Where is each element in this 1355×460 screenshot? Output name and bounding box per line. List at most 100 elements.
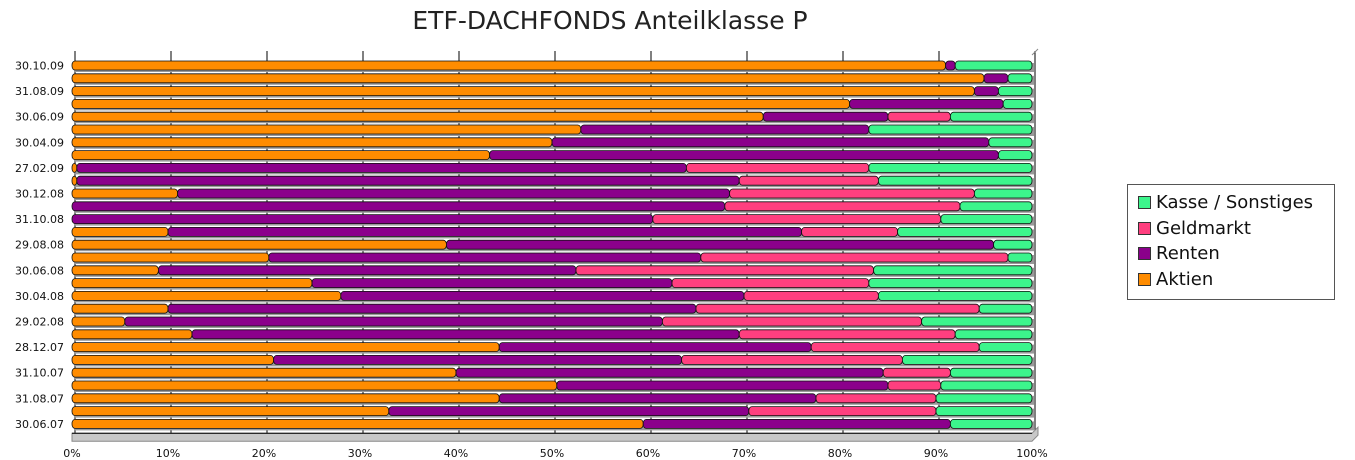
bar-segment	[1007, 252, 1033, 263]
bar-segment	[695, 303, 980, 314]
x-tick-label: 0%	[63, 447, 80, 460]
bar-segment	[498, 342, 812, 353]
bar-segment	[71, 252, 270, 263]
bar-segment	[167, 303, 697, 314]
legend-swatch	[1138, 247, 1151, 261]
y-tick-label: 31.08.09	[15, 85, 64, 98]
bar-segment	[652, 214, 942, 225]
bar-segment	[662, 316, 923, 327]
bar-segment	[177, 188, 731, 199]
bar-segment	[935, 393, 1033, 404]
bar-segment	[950, 111, 1033, 122]
bar-segment	[124, 316, 663, 327]
bar-segment	[959, 201, 1033, 212]
bar-segment	[71, 162, 78, 173]
bar-segment	[580, 124, 870, 135]
bar-segment	[642, 418, 951, 429]
bar-segment	[748, 406, 937, 417]
legend-entry: Geldmarkt	[1138, 216, 1334, 242]
bar-segment	[724, 201, 961, 212]
bar-segment	[954, 329, 1033, 340]
bar-segment	[71, 86, 975, 96]
bar-segment	[671, 278, 870, 289]
bar-segment	[801, 226, 898, 237]
bar-segment	[738, 329, 956, 340]
bar-segment	[762, 111, 889, 122]
bar-segment	[983, 73, 1009, 84]
bar-segment	[868, 162, 1033, 173]
bar-segment	[868, 124, 1033, 135]
x-tick-label: 100%	[1016, 447, 1047, 460]
bar-segment	[940, 380, 1033, 391]
bar-segment	[71, 226, 169, 237]
legend-entry: Renten	[1138, 241, 1334, 267]
bar-segment	[157, 265, 577, 276]
legend-label: Kasse / Sonstiges	[1156, 192, 1314, 214]
x-tick-label: 80%	[828, 447, 852, 460]
bar-segment	[273, 354, 683, 365]
y-tick-label: 30.10.09	[15, 60, 64, 73]
bar-segment	[71, 418, 644, 429]
bar-segment	[71, 329, 193, 340]
bar-segment	[71, 354, 275, 365]
bar-segment	[935, 406, 1033, 417]
chart-title: ETF-DACHFONDS Anteilklasse P	[412, 6, 808, 35]
y-tick-label: 29.02.08	[15, 316, 64, 329]
bar-segment	[974, 188, 1033, 199]
bar-segment	[71, 380, 558, 391]
bar-segment	[71, 99, 850, 109]
y-tick-label: 30.12.08	[15, 188, 64, 201]
legend-label: Renten	[1156, 243, 1220, 265]
legend-entry: Kasse / Sonstiges	[1138, 190, 1334, 216]
bar-segment	[873, 265, 1033, 276]
bar-segment	[71, 278, 313, 289]
bar-segment	[311, 278, 673, 289]
bar-segment	[340, 290, 745, 301]
bar-segment	[71, 150, 491, 161]
bar-segment	[455, 367, 884, 378]
legend: Kasse / Sonstiges Geldmarkt Renten Aktien	[1127, 184, 1335, 300]
bar-segment	[268, 252, 702, 263]
bar-segment	[902, 354, 1033, 365]
bar-segment	[988, 137, 1033, 148]
bar-segment	[887, 380, 942, 391]
legend-swatch	[1138, 221, 1151, 235]
bar-segment	[743, 290, 879, 301]
bar-segment	[878, 175, 1033, 186]
bar-segment	[445, 239, 995, 250]
legend-swatch	[1138, 272, 1151, 286]
bar-segment	[921, 316, 1033, 327]
axes: 0% 10% 20% 30% 40% 50% 60% 70% 80% 90% 100% 30.10.0…	[15, 48, 1048, 460]
bar-segment	[998, 150, 1033, 161]
bar-segment	[71, 188, 178, 199]
bar-segment	[71, 124, 582, 135]
y-tick-label: 29.08.08	[15, 239, 64, 252]
y-tick-label: 30.06.09	[15, 111, 64, 124]
legend-label: Geldmarkt	[1156, 217, 1251, 239]
bar-segment	[167, 226, 802, 237]
bar-segment	[71, 342, 500, 353]
bar-segment	[71, 316, 126, 327]
bar-segment	[998, 86, 1033, 96]
bar-segment	[882, 367, 951, 378]
x-tick-label: 90%	[924, 447, 948, 460]
bar-segment	[71, 290, 342, 301]
y-tick-label: 31.08.07	[15, 392, 64, 405]
x-tick-label: 50%	[540, 447, 564, 460]
bar-segment	[71, 137, 553, 148]
bar-segment	[71, 201, 726, 212]
bar-segment	[686, 162, 870, 173]
bar-segment	[556, 380, 889, 391]
bar-segment	[810, 342, 980, 353]
bar-segment	[1002, 99, 1033, 109]
bar-segment	[945, 60, 956, 71]
bar-segment	[940, 214, 1033, 225]
bar-segment	[71, 60, 946, 71]
bar-segment	[71, 111, 764, 122]
bar-segment	[551, 137, 990, 148]
legend-label: Aktien	[1156, 268, 1214, 290]
bar-segment	[954, 60, 1033, 71]
bar-segment	[897, 226, 1033, 237]
bar-segment	[878, 290, 1033, 301]
x-tick-label: 10%	[156, 447, 180, 460]
